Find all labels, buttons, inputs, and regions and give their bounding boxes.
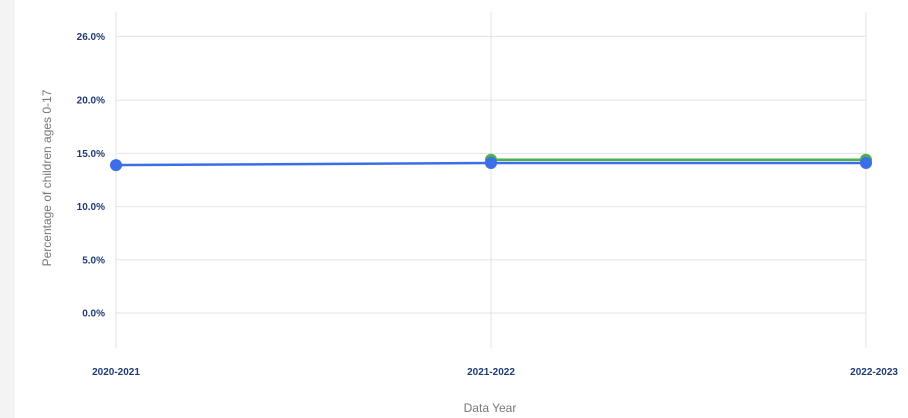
data-point-1[interactable] [485, 156, 497, 169]
y-tick-label: 0.0% [82, 309, 105, 320]
x-tick-label: 2020-2021 [92, 367, 140, 378]
y-tick-label: 26.0% [77, 32, 105, 43]
chart-panel [15, 0, 908, 418]
y-axis-title: Percentage of children ages 0-17 [40, 89, 54, 266]
y-tick-label: 10.0% [77, 202, 105, 213]
x-tick-label: 2022-2023 [850, 367, 898, 378]
y-tick-label: 5.0% [82, 255, 105, 266]
data-point-1[interactable] [110, 159, 122, 172]
y-tick-label: 20.0% [77, 96, 105, 107]
y-tick-label: 15.0% [77, 149, 105, 160]
x-tick-labels: 2020-2021 2021-2022 2022-2023 [92, 367, 898, 378]
grid-lines [115, 12, 867, 348]
x-tick-label: 2021-2022 [467, 367, 515, 378]
series-points [110, 153, 872, 172]
y-tick-labels: 0.0% 5.0% 10.0% 15.0% 20.0% 26.0% [77, 32, 105, 320]
data-point-1[interactable] [860, 156, 872, 169]
x-axis-title: Data Year [464, 401, 517, 415]
